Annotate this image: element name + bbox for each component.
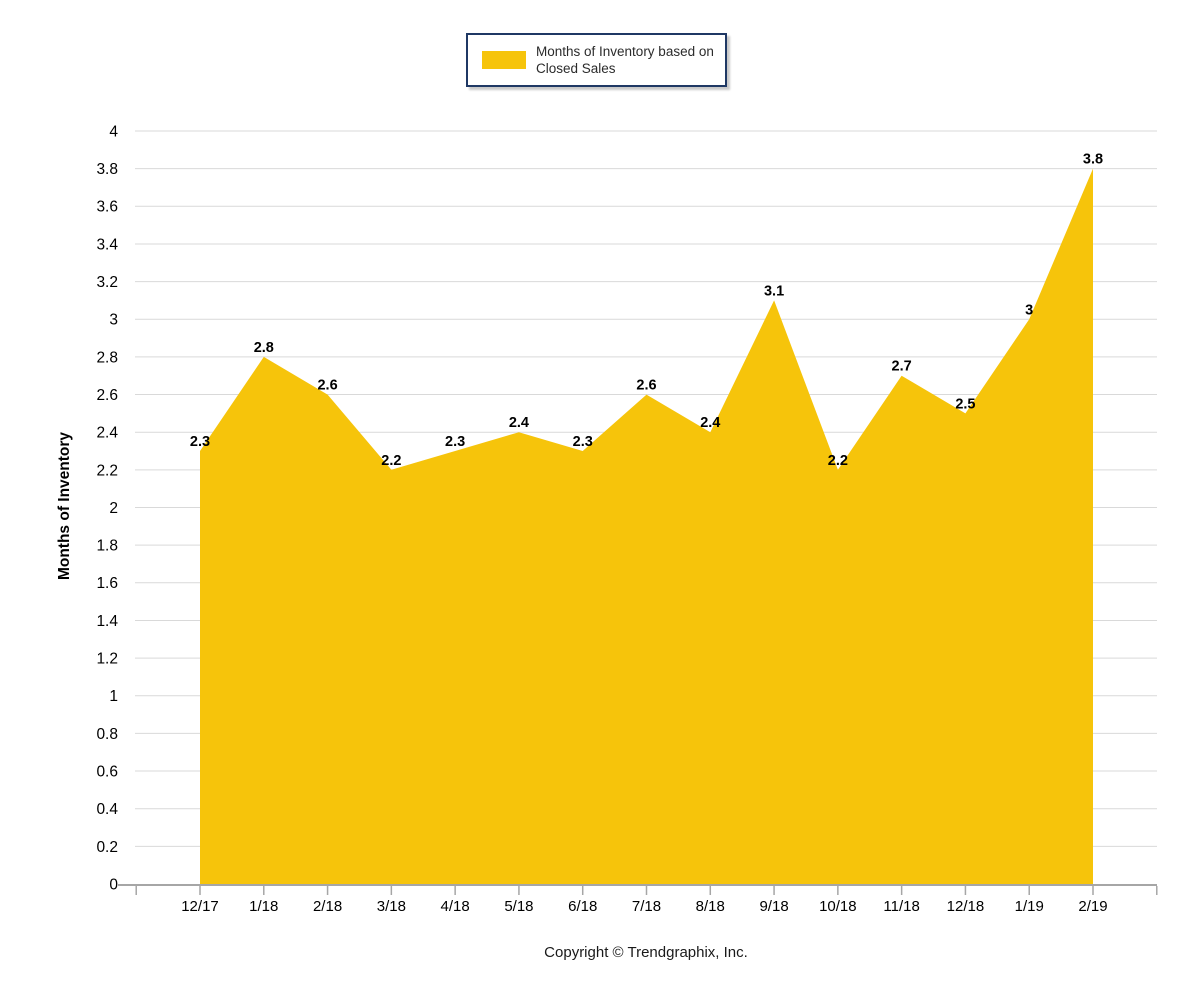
y-tick-label: 1.4 (96, 613, 118, 630)
data-label: 2.4 (509, 415, 529, 431)
x-tick-label: 5/18 (504, 898, 533, 915)
y-tick-label: 2.4 (96, 425, 118, 442)
y-tick-label: 0.2 (96, 839, 118, 856)
x-tick-label: 3/18 (377, 898, 406, 915)
data-label: 2.2 (381, 453, 401, 469)
legend-label: Months of Inventory based on Closed Sale… (536, 44, 714, 76)
y-tick-label: 3.2 (96, 274, 118, 291)
x-tick-label: 2/19 (1078, 898, 1107, 915)
x-tick-label: 9/18 (759, 898, 788, 915)
y-tick-label: 1.2 (96, 651, 118, 668)
data-label: 2.4 (700, 415, 720, 431)
x-tick-label: 12/18 (947, 898, 985, 915)
data-label: 2.3 (190, 434, 210, 450)
copyright-text: Copyright © Trendgraphix, Inc. (544, 944, 748, 961)
data-label: 2.5 (955, 396, 975, 412)
data-label: 2.8 (254, 340, 274, 356)
y-tick-label: 1.6 (96, 575, 118, 592)
y-tick-label: 0 (109, 876, 118, 893)
x-tick-label: 7/18 (632, 898, 661, 915)
y-tick-label: 4 (109, 123, 118, 140)
data-label: 3.1 (764, 283, 784, 299)
data-label: 2.3 (445, 434, 465, 450)
x-tick-label: 6/18 (568, 898, 597, 915)
y-tick-label: 3.4 (96, 236, 118, 253)
data-label: 3.8 (1083, 152, 1103, 168)
x-tick-label: 12/17 (181, 898, 219, 915)
x-tick-label: 8/18 (696, 898, 725, 915)
x-tick-label: 10/18 (819, 898, 857, 915)
data-label: 2.7 (892, 359, 912, 375)
y-tick-label: 1.8 (96, 538, 118, 555)
legend: Months of Inventory based on Closed Sale… (466, 33, 727, 87)
x-tick-label: 11/18 (883, 898, 919, 915)
data-label: 2.6 (636, 378, 656, 394)
x-tick-label: 4/18 (441, 898, 470, 915)
y-tick-label: 2.8 (96, 349, 118, 366)
y-tick-label: 0.8 (96, 726, 118, 743)
area-series (200, 168, 1093, 885)
y-tick-label: 2 (109, 500, 118, 517)
y-tick-label: 2.6 (96, 387, 118, 404)
data-label: 2.3 (573, 434, 593, 450)
x-tick-label: 1/18 (249, 898, 278, 915)
data-label: 3 (1025, 302, 1033, 318)
y-tick-label: 3.8 (96, 161, 118, 178)
data-label: 2.6 (317, 378, 337, 394)
x-tick-label: 1/19 (1015, 898, 1044, 915)
y-tick-label: 0.6 (96, 763, 118, 780)
data-label: 2.2 (828, 453, 848, 469)
y-tick-label: 2.2 (96, 462, 118, 479)
y-tick-label: 3 (109, 312, 118, 329)
y-tick-label: 3.6 (96, 199, 118, 216)
y-tick-label: 0.4 (96, 801, 118, 818)
x-tick-label: 2/18 (313, 898, 342, 915)
y-axis-title: Months of Inventory (56, 431, 73, 581)
y-tick-label: 1 (109, 688, 118, 705)
legend-swatch (482, 51, 526, 69)
